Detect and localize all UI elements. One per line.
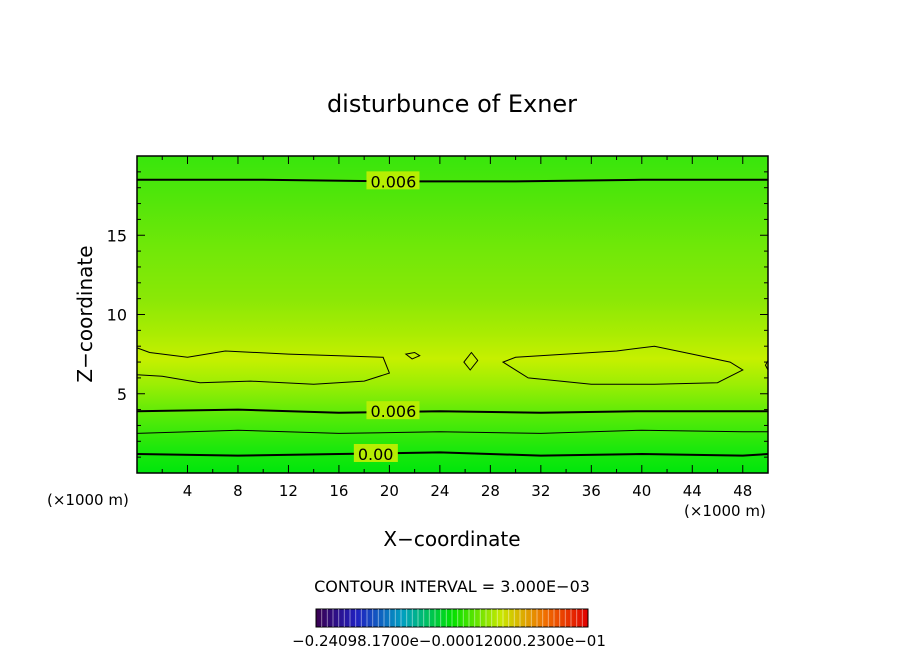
x-tick-label: 4 <box>183 482 193 500</box>
contour-label-2: 0.00 <box>358 445 394 464</box>
closed-contour-0 <box>137 347 391 385</box>
x-tick-label: 28 <box>481 482 500 500</box>
x-tick-label: 44 <box>683 482 702 500</box>
contour-line-1 <box>137 408 768 414</box>
x-tick-label: 40 <box>632 482 651 500</box>
colorbar <box>315 608 589 628</box>
contour-lines-group <box>137 178 768 457</box>
contour-line-3 <box>137 451 768 457</box>
x-axis: 4 8 12 16 20 24 28 32 36 40 44 48 <box>161 156 752 500</box>
x-tick-label: 24 <box>430 482 449 500</box>
contour-label-0: 0.006 <box>370 172 416 191</box>
y-tick-label: 15 <box>107 226 127 245</box>
y-axis: 5 10 15 <box>107 171 768 458</box>
contour-line-0 <box>137 178 768 183</box>
x-unit-right: (×1000 m) <box>684 502 766 520</box>
closed-contour-4 <box>764 360 768 371</box>
closed-contour-3 <box>404 351 421 360</box>
y-tick-label: 5 <box>117 385 127 404</box>
contour-labels-group: 0.006 0.006 0.00 <box>353 171 420 464</box>
y-tick-label: 10 <box>107 306 127 325</box>
contour-interval-text: CONTOUR INTERVAL = 3.000E−03 <box>314 577 590 596</box>
closed-contour-2 <box>463 351 479 371</box>
x-tick-label: 16 <box>329 482 348 500</box>
x-tick-label: 32 <box>531 482 550 500</box>
chart-title: disturbunce of Exner <box>327 90 577 118</box>
x-tick-label: 48 <box>733 482 752 500</box>
contour-label-bg-0 <box>366 171 420 190</box>
contour-label-bg-1 <box>366 401 420 420</box>
contour-label-1: 0.006 <box>370 402 416 421</box>
contour-field <box>137 156 768 473</box>
contour-label-bg-2 <box>353 443 398 462</box>
colorbar-labels: −0.24098.1700e−0.00012000.2300e−01 <box>292 632 606 650</box>
contour-line-2 <box>137 429 768 434</box>
y-axis-label: Z−coordinate <box>73 245 97 382</box>
x-tick-label: 20 <box>380 482 399 500</box>
x-unit-left: (×1000 m) <box>47 491 129 509</box>
x-tick-label: 8 <box>233 482 243 500</box>
x-tick-label: 36 <box>582 482 601 500</box>
closed-contour-1 <box>501 345 744 385</box>
x-axis-label: X−coordinate <box>383 527 520 551</box>
colorbar-ticks <box>321 609 583 627</box>
x-tick-label: 12 <box>279 482 298 500</box>
